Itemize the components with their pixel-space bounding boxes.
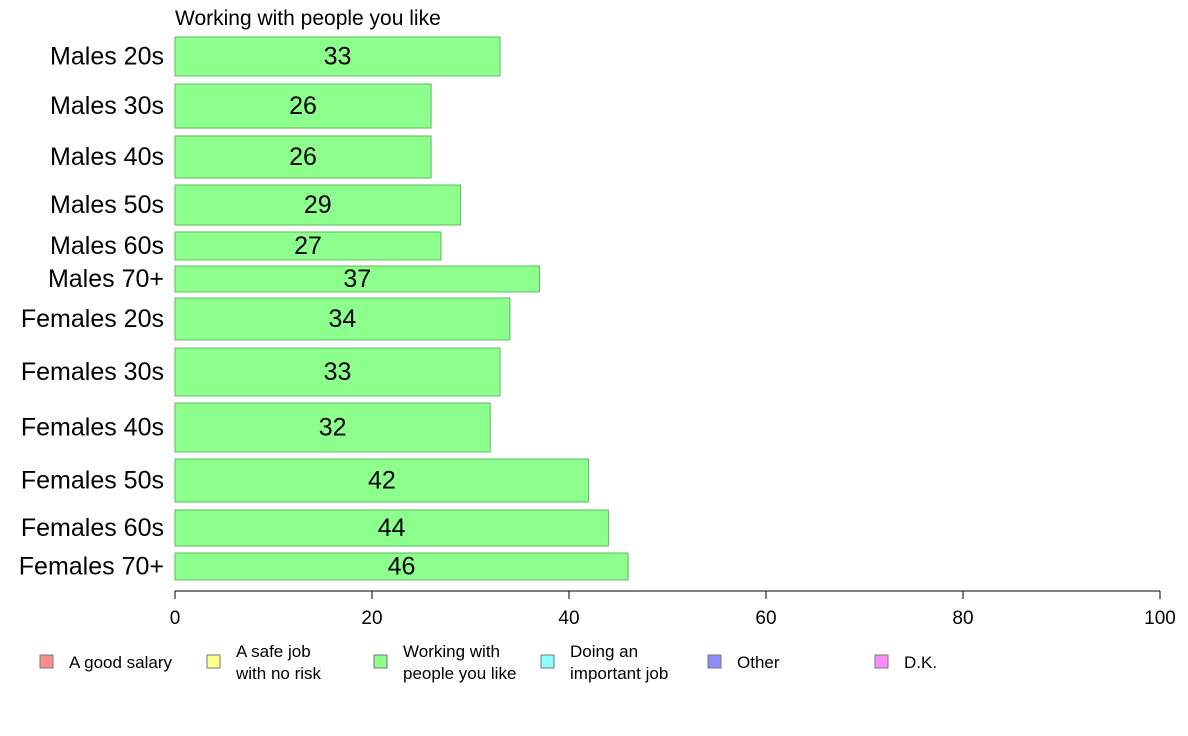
bar-9 <box>174 402 491 453</box>
legend-label: A safe job <box>236 642 311 661</box>
bars-group: Males 20s 33 Males 30s 26 Males 40s 26 Males 5… <box>19 36 629 581</box>
value-label: 37 <box>343 265 371 293</box>
x-tick-label: 0 <box>170 608 181 629</box>
x-tick-label: 40 <box>558 608 579 629</box>
bar-4 <box>174 184 462 226</box>
bar-10 <box>174 458 590 503</box>
category-label: Females 50s <box>21 467 164 495</box>
bar-7 <box>174 297 511 341</box>
legend: A good salary A safe job with no risk Worki… <box>39 642 937 683</box>
legend-label: D.K. <box>904 653 937 672</box>
value-label: 34 <box>329 305 357 333</box>
legend-label: Working with <box>403 642 500 661</box>
x-tick-label: 100 <box>1144 608 1176 629</box>
bar-5 <box>174 231 442 261</box>
value-label: 32 <box>319 414 347 442</box>
x-tick-label: 80 <box>952 608 973 629</box>
legend-swatch <box>39 654 54 669</box>
value-label: 44 <box>378 514 406 542</box>
category-label: Females 30s <box>21 358 164 386</box>
legend-label: with no risk <box>235 664 322 683</box>
category-label: Females 20s <box>21 305 164 333</box>
legend-label: people you like <box>403 664 516 683</box>
legend-swatch <box>540 654 555 669</box>
legend-label: A good salary <box>69 653 173 672</box>
value-label: 26 <box>289 92 317 120</box>
category-label: Males 30s <box>50 92 164 120</box>
bar-6 <box>174 265 540 293</box>
chart-title: Working with people you like <box>175 7 441 30</box>
value-label: 33 <box>324 358 352 386</box>
legend-label: Other <box>737 653 780 672</box>
value-label: 33 <box>324 43 352 71</box>
bar-2 <box>174 83 432 129</box>
x-tick-label: 60 <box>755 608 776 629</box>
bar-11 <box>174 509 609 547</box>
legend-label: important job <box>570 664 668 683</box>
bar-1 <box>174 36 501 77</box>
value-label: 42 <box>368 467 396 495</box>
value-label: 27 <box>294 232 322 260</box>
legend-swatch <box>373 654 388 669</box>
value-label: 46 <box>388 553 416 581</box>
x-axis: 0 20 40 60 80 100 <box>170 590 1176 629</box>
legend-swatch <box>707 654 722 669</box>
legend-swatch <box>206 654 221 669</box>
category-label: Males 20s <box>50 43 164 71</box>
category-label: Females 40s <box>21 414 164 442</box>
value-label: 26 <box>289 143 317 171</box>
bar-8 <box>174 347 501 397</box>
legend-swatch <box>874 654 889 669</box>
bar-12 <box>174 552 629 581</box>
category-label: Females 60s <box>21 514 164 542</box>
category-label: Males 60s <box>50 232 164 260</box>
x-tick-label: 20 <box>361 608 382 629</box>
category-label: Males 50s <box>50 191 164 219</box>
bar-3 <box>174 135 432 179</box>
category-label: Males 40s <box>50 143 164 171</box>
value-label: 29 <box>304 191 332 219</box>
legend-label: Doing an <box>570 642 638 661</box>
category-label: Females 70+ <box>19 553 164 581</box>
category-label: Males 70+ <box>48 265 164 293</box>
